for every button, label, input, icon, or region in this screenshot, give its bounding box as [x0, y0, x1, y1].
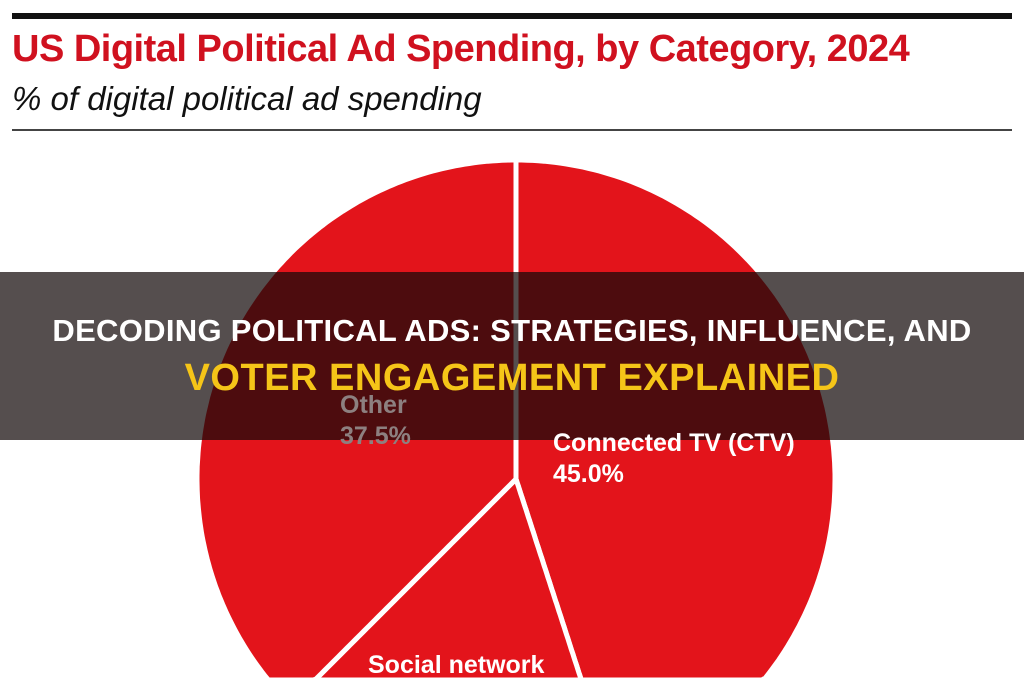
label-other: Other [340, 391, 407, 419]
headline-line-2: VOTER ENGAGEMENT EXPLAINED [184, 357, 840, 399]
value-other: 37.5% [340, 422, 411, 450]
title-divider [12, 129, 1012, 131]
top-rule [12, 13, 1012, 19]
chart-subtitle: % of digital political ad spending [12, 80, 482, 117]
label-ctv: Connected TV (CTV) [553, 429, 795, 457]
title-overlay: DECODING POLITICAL ADS: STRATEGIES, INFL… [0, 272, 1024, 440]
value-ctv: 45.0% [553, 460, 624, 488]
label-social: Social network [368, 651, 545, 679]
chart-title: US Digital Political Ad Spending, by Cat… [12, 28, 910, 70]
headline-line-1: DECODING POLITICAL ADS: STRATEGIES, INFL… [52, 313, 972, 348]
